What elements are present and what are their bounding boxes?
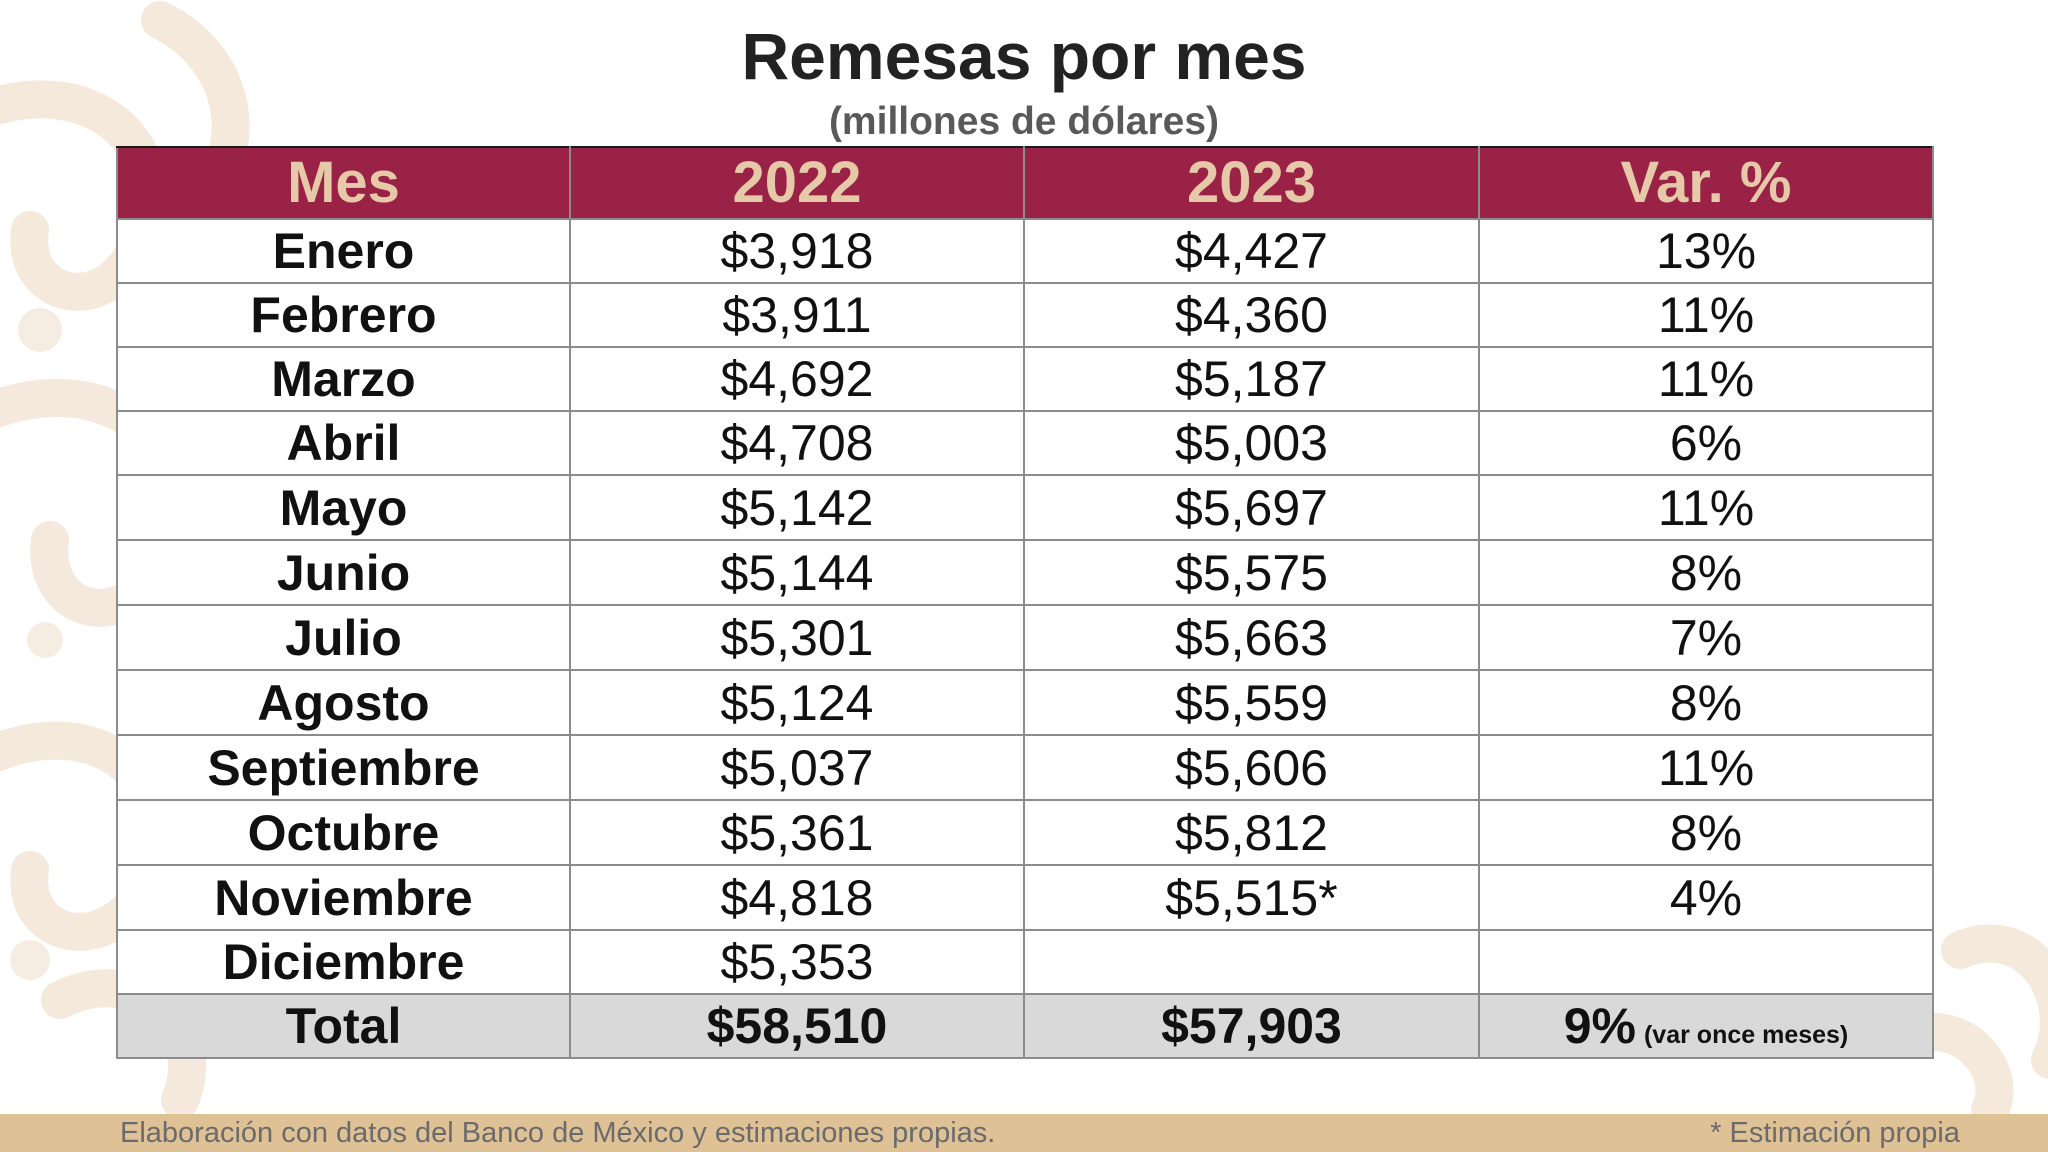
cell-var: 8% <box>1478 669 1934 736</box>
cell-var: 8% <box>1478 799 1934 866</box>
cell-var: 7% <box>1478 604 1934 671</box>
cell-mes: Octubre <box>116 799 571 866</box>
cell-2023: $5,575 <box>1023 539 1480 606</box>
cell-2023: $5,812 <box>1023 799 1480 866</box>
table-row: Junio $5,144 $5,575 8% <box>116 539 1934 606</box>
cell-2023: $4,427 <box>1023 218 1480 284</box>
total-2023: $57,903 <box>1023 993 1480 1059</box>
cell-2023: $5,003 <box>1023 410 1480 476</box>
table-row: Julio $5,301 $5,663 7% <box>116 604 1934 671</box>
cell-2022: $4,818 <box>569 864 1025 931</box>
total-var-cell: 9% (var once meses) <box>1478 993 1934 1059</box>
table-row: Marzo $4,692 $5,187 11% <box>116 346 1934 412</box>
cell-var: 11% <box>1478 282 1934 348</box>
cell-mes: Septiembre <box>116 734 571 801</box>
total-label: Total <box>116 993 571 1059</box>
cell-2023: $5,515* <box>1023 864 1480 931</box>
cell-2022: $3,911 <box>569 282 1025 348</box>
cell-2022: $3,918 <box>569 218 1025 284</box>
cell-mes: Febrero <box>116 282 571 348</box>
cell-2023 <box>1023 929 1480 995</box>
cell-var: 11% <box>1478 474 1934 541</box>
total-var-note: (var once meses) <box>1643 1021 1849 1049</box>
cell-mes: Marzo <box>116 346 571 412</box>
cell-2022: $5,353 <box>569 929 1025 995</box>
total-2022: $58,510 <box>569 993 1025 1059</box>
column-header-2023: 2023 <box>1023 146 1480 220</box>
cell-mes: Diciembre <box>116 929 571 995</box>
footer-estimate-note: * Estimación propia <box>1710 1117 1960 1149</box>
total-var: 9% <box>1563 998 1636 1054</box>
cell-var: 4% <box>1478 864 1934 931</box>
cell-mes: Noviembre <box>116 864 571 931</box>
cell-mes: Enero <box>116 218 571 284</box>
table-row: Febrero $3,911 $4,360 11% <box>116 282 1934 348</box>
cell-2022: $5,142 <box>569 474 1025 541</box>
cell-var <box>1478 929 1934 995</box>
table-row: Agosto $5,124 $5,559 8% <box>116 669 1934 736</box>
cell-2022: $4,708 <box>569 410 1025 476</box>
cell-var: 11% <box>1478 346 1934 412</box>
cell-2023: $5,606 <box>1023 734 1480 801</box>
cell-mes: Junio <box>116 539 571 606</box>
table-row: Noviembre $4,818 $5,515* 4% <box>116 864 1934 931</box>
cell-var: 6% <box>1478 410 1934 476</box>
page-title: Remesas por mes <box>741 19 1307 93</box>
column-header-2022: 2022 <box>569 146 1025 220</box>
cell-var: 13% <box>1478 218 1934 284</box>
column-header-var: Var. % <box>1478 146 1934 220</box>
cell-2022: $5,361 <box>569 799 1025 866</box>
footer-source-text: Elaboración con datos del Banco de Méxic… <box>120 1117 996 1149</box>
cell-2022: $4,692 <box>569 346 1025 412</box>
table-row: Abril $4,708 $5,003 6% <box>116 410 1934 476</box>
table-header-row: Mes 2022 2023 Var. % <box>116 146 1934 220</box>
cell-mes: Abril <box>116 410 571 476</box>
table-row: Octubre $5,361 $5,812 8% <box>116 799 1934 866</box>
cell-var: 8% <box>1478 539 1934 606</box>
cell-2022: $5,301 <box>569 604 1025 671</box>
cell-2023: $5,559 <box>1023 669 1480 736</box>
cell-2023: $5,663 <box>1023 604 1480 671</box>
table-row: Enero $3,918 $4,427 13% <box>116 218 1934 284</box>
cell-var: 11% <box>1478 734 1934 801</box>
cell-2022: $5,124 <box>569 669 1025 736</box>
cell-mes: Julio <box>116 604 571 671</box>
cell-mes: Mayo <box>116 474 571 541</box>
table-row: Diciembre $5,353 <box>116 929 1934 995</box>
table-row: Septiembre $5,037 $5,606 11% <box>116 734 1934 801</box>
table-row: Mayo $5,142 $5,697 11% <box>116 474 1934 541</box>
footer-bar: Elaboración con datos del Banco de Méxic… <box>0 1114 2048 1152</box>
cell-2022: $5,037 <box>569 734 1025 801</box>
cell-2022: $5,144 <box>569 539 1025 606</box>
cell-mes: Agosto <box>116 669 571 736</box>
cell-2023: $5,187 <box>1023 346 1480 412</box>
cell-2023: $5,697 <box>1023 474 1480 541</box>
total-row: Total $58,510 $57,903 9% (var once meses) <box>116 993 1934 1059</box>
column-header-mes: Mes <box>116 146 571 220</box>
cell-2023: $4,360 <box>1023 282 1480 348</box>
remittances-table: Mes 2022 2023 Var. % Enero $3,918 $4,427… <box>116 146 1934 1059</box>
page-subtitle: (millones de dólares) <box>828 100 1220 143</box>
